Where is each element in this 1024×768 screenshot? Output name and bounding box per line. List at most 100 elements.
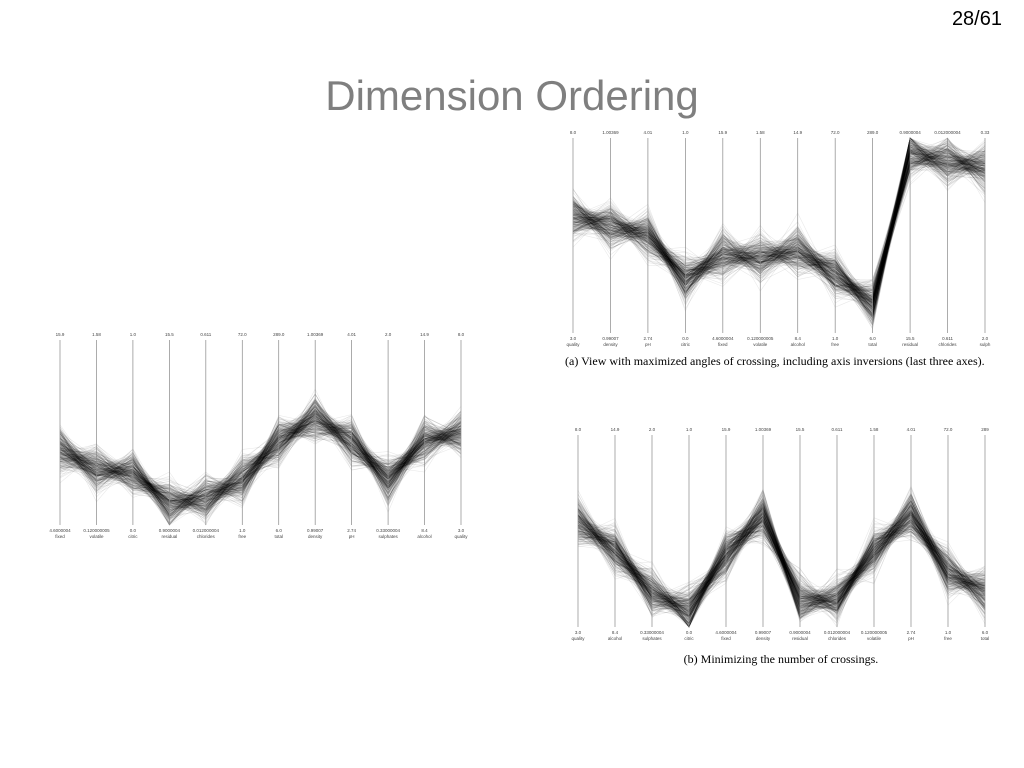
data-line [59, 423, 462, 502]
data-line [577, 495, 986, 615]
data-line [572, 138, 986, 311]
data-line [577, 504, 986, 600]
axis-name: total [981, 636, 990, 641]
data-line [577, 499, 986, 609]
data-line [59, 418, 462, 506]
data-line [59, 420, 462, 519]
data-line [59, 422, 462, 511]
data-line [59, 399, 462, 523]
data-line [577, 514, 986, 613]
data-line [59, 393, 462, 518]
data-line [577, 503, 986, 618]
data-line [572, 148, 986, 295]
data-line [59, 417, 462, 507]
data-line [572, 146, 986, 308]
data-line [59, 414, 462, 523]
data-line [59, 419, 462, 516]
data-line [59, 415, 462, 516]
axis-bottom-label: 4.6000004 [49, 528, 71, 533]
axis-name: chlorides [197, 534, 216, 539]
data-line [572, 157, 986, 304]
data-line [59, 433, 462, 522]
axis-bottom-label: 0.9000004 [789, 630, 811, 635]
data-line [572, 137, 986, 315]
data-line [59, 413, 462, 515]
data-line [59, 410, 462, 510]
data-line [59, 416, 462, 524]
data-line [572, 154, 986, 319]
data-line [572, 157, 986, 294]
data-line [572, 156, 986, 313]
data-line [577, 497, 986, 613]
axis-name: volatile [867, 636, 882, 641]
axis-bottom-label: 6.0 [982, 630, 989, 635]
axis-name: pH [908, 636, 914, 641]
data-line [572, 151, 986, 307]
data-line [59, 426, 462, 501]
axis-name: fixed [718, 342, 728, 347]
axis-bottom-label: 0.120000005 [861, 630, 888, 635]
data-line [59, 393, 462, 511]
axis-top-label: 15.5 [165, 332, 174, 337]
data-line [577, 510, 986, 628]
data-line [577, 501, 986, 616]
data-line [572, 137, 986, 299]
data-line [59, 413, 462, 501]
axis-name: density [308, 534, 323, 539]
data-line [59, 421, 462, 514]
data-line [572, 150, 986, 304]
data-line [59, 405, 462, 506]
data-line [572, 149, 986, 314]
data-line [59, 421, 462, 515]
data-line [59, 416, 462, 502]
data-line [577, 504, 986, 609]
data-line [577, 509, 986, 612]
data-line [572, 159, 986, 317]
data-line [572, 144, 986, 314]
axis-name: chlorides [828, 636, 847, 641]
data-line [577, 502, 986, 615]
data-line [59, 425, 462, 504]
axis-top-label: 14.9 [793, 130, 802, 135]
data-line [59, 431, 462, 509]
data-line [577, 500, 986, 615]
data-line [577, 513, 986, 622]
data-line [577, 529, 986, 628]
data-line [577, 514, 986, 615]
data-line [572, 160, 986, 309]
data-line [59, 421, 462, 521]
axis-name: alcohol [791, 342, 805, 347]
data-line [577, 511, 986, 627]
data-line [59, 424, 462, 504]
data-line [572, 159, 986, 299]
data-line [577, 498, 986, 614]
data-line [59, 419, 462, 507]
data-line [577, 514, 986, 613]
data-line [59, 419, 462, 497]
data-line [59, 393, 462, 503]
data-line [577, 523, 986, 615]
data-line [572, 149, 986, 306]
data-line [572, 146, 986, 318]
data-line [59, 413, 462, 509]
data-line [577, 509, 986, 620]
data-line [572, 145, 986, 296]
data-line [577, 494, 986, 604]
data-line [572, 137, 986, 294]
data-line [577, 494, 986, 619]
data-line [59, 416, 462, 507]
data-line [572, 151, 986, 298]
data-line [59, 413, 462, 497]
data-line [577, 512, 986, 612]
data-line [572, 160, 986, 315]
data-line [59, 420, 462, 526]
data-line [572, 149, 986, 315]
data-line [59, 423, 462, 507]
data-line [59, 400, 462, 511]
axis-bottom-label: 8.4 [421, 528, 428, 533]
data-line [572, 162, 986, 312]
data-line [572, 137, 986, 304]
axis-top-label: 0.012000004 [934, 130, 961, 135]
data-line [577, 505, 986, 613]
data-line [59, 405, 462, 502]
